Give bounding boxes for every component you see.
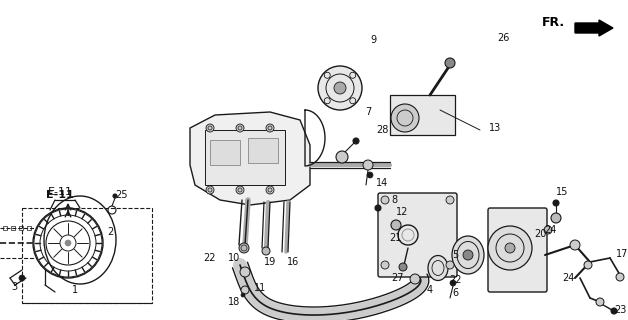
Bar	[205, 130, 285, 185]
Circle shape	[553, 200, 559, 206]
Circle shape	[206, 124, 214, 132]
Text: 1: 1	[72, 285, 78, 295]
Text: 26: 26	[497, 33, 509, 43]
Text: 19: 19	[264, 257, 276, 267]
Circle shape	[616, 273, 624, 281]
Circle shape	[363, 160, 373, 170]
Text: 12: 12	[396, 207, 408, 217]
FancyArrow shape	[575, 20, 613, 36]
Bar	[248, 138, 278, 163]
Circle shape	[410, 274, 420, 284]
Text: 18: 18	[228, 297, 240, 307]
Text: 3: 3	[11, 282, 17, 292]
Ellipse shape	[428, 255, 448, 281]
Circle shape	[446, 196, 454, 204]
Circle shape	[336, 151, 348, 163]
Text: 24: 24	[544, 225, 556, 235]
Polygon shape	[190, 112, 310, 205]
Circle shape	[505, 243, 515, 253]
Text: 13: 13	[489, 123, 501, 133]
Circle shape	[19, 275, 25, 281]
Text: 9: 9	[370, 35, 376, 45]
Circle shape	[236, 124, 244, 132]
Text: 27: 27	[392, 273, 404, 283]
Circle shape	[375, 205, 381, 211]
Text: 14: 14	[376, 178, 388, 188]
Circle shape	[266, 186, 274, 194]
FancyBboxPatch shape	[488, 208, 547, 292]
Circle shape	[544, 226, 552, 234]
Circle shape	[551, 213, 561, 223]
Circle shape	[334, 82, 346, 94]
Bar	[210, 140, 240, 165]
Circle shape	[584, 261, 592, 269]
Circle shape	[391, 104, 419, 132]
Circle shape	[463, 250, 473, 260]
Circle shape	[450, 280, 456, 286]
Circle shape	[240, 267, 250, 277]
Ellipse shape	[452, 236, 484, 274]
Text: 20: 20	[534, 229, 546, 239]
Circle shape	[381, 261, 389, 269]
Text: 23: 23	[614, 305, 626, 315]
Text: 5: 5	[452, 250, 458, 260]
Circle shape	[446, 261, 454, 269]
Bar	[11, 226, 15, 230]
Circle shape	[318, 66, 362, 110]
Text: 24: 24	[562, 273, 574, 283]
Circle shape	[570, 240, 580, 250]
Text: 16: 16	[287, 257, 299, 267]
Text: FR.: FR.	[542, 17, 565, 29]
Circle shape	[367, 172, 373, 178]
Circle shape	[391, 220, 401, 230]
Text: 2: 2	[107, 227, 113, 237]
Bar	[3, 226, 7, 230]
Text: 7: 7	[365, 107, 371, 117]
Text: 17: 17	[616, 249, 628, 259]
Circle shape	[266, 124, 274, 132]
Bar	[22, 208, 152, 303]
Circle shape	[241, 293, 245, 297]
Text: 25: 25	[116, 190, 128, 200]
Circle shape	[113, 194, 117, 198]
Text: 28: 28	[376, 125, 388, 135]
Text: 22: 22	[203, 253, 216, 263]
Circle shape	[596, 298, 604, 306]
Text: 4: 4	[427, 285, 433, 295]
Circle shape	[236, 186, 244, 194]
Circle shape	[206, 186, 214, 194]
Circle shape	[445, 58, 455, 68]
Circle shape	[399, 263, 407, 271]
Circle shape	[611, 308, 617, 314]
Text: 15: 15	[556, 187, 568, 197]
Circle shape	[488, 226, 532, 270]
Circle shape	[353, 138, 359, 144]
Circle shape	[262, 247, 270, 255]
Bar	[19, 226, 23, 230]
Text: 11: 11	[254, 283, 266, 293]
FancyBboxPatch shape	[378, 193, 457, 277]
Circle shape	[239, 243, 249, 253]
Text: 6: 6	[452, 288, 458, 298]
Bar	[390, 95, 455, 135]
Circle shape	[381, 196, 389, 204]
Bar	[27, 226, 31, 230]
Text: 22: 22	[450, 275, 462, 285]
Circle shape	[241, 286, 249, 294]
Text: 10: 10	[228, 253, 240, 263]
Text: 8: 8	[391, 195, 397, 205]
Circle shape	[65, 240, 71, 246]
Text: E-11: E-11	[46, 190, 74, 200]
Text: 21: 21	[389, 233, 401, 243]
Text: E-11: E-11	[48, 187, 72, 197]
